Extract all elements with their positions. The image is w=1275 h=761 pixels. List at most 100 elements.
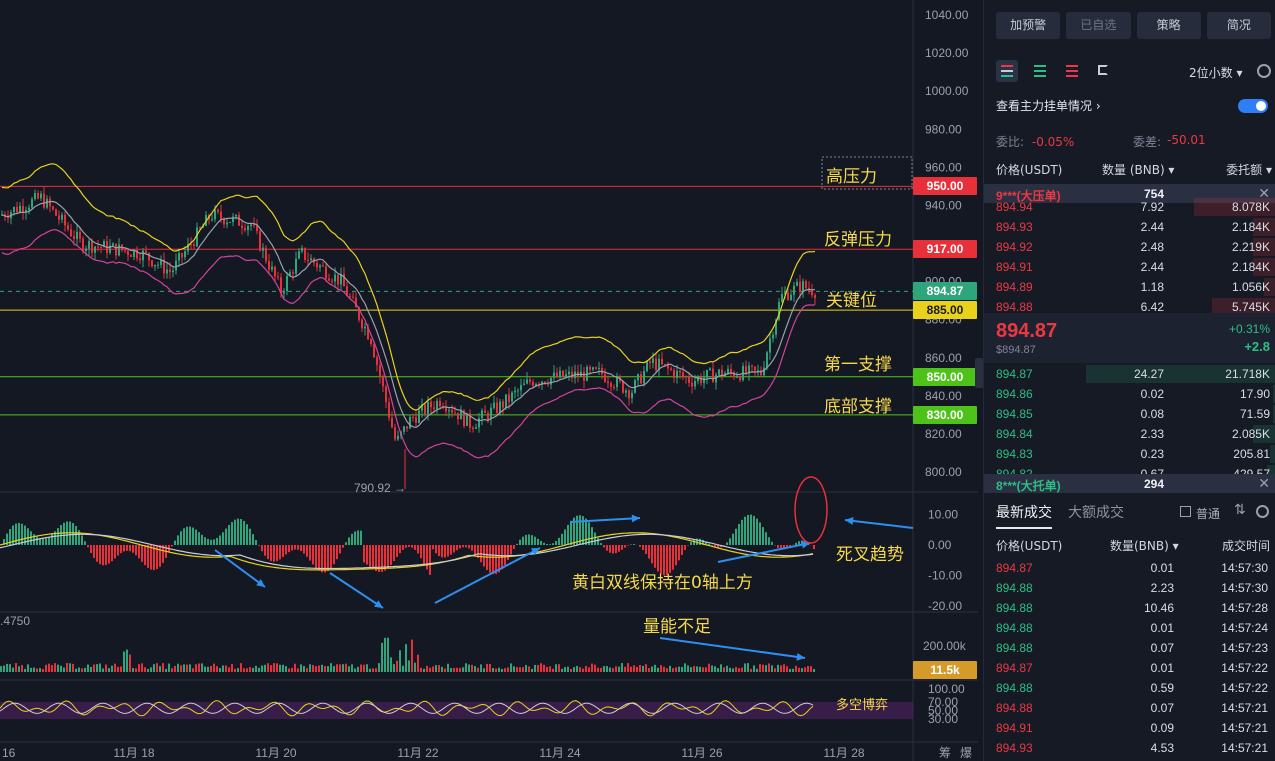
macd-histogram-bar [681,545,683,556]
ask-row[interactable]: 894.94 7.92 8.078K [984,197,1275,217]
volume-bar [36,668,38,672]
decimals-dropdown[interactable]: 2位小数 ▾ [1189,66,1243,80]
close-big-bid-icon[interactable]: ✕ [1258,475,1270,491]
orderbook-asks-view-icon[interactable] [1061,60,1083,82]
settings-gear-icon[interactable] [1257,64,1271,78]
candle-body [379,365,381,378]
main-orders-link[interactable]: 查看主力挂单情况 › [996,99,1101,113]
volume-bar [549,666,551,672]
tab-latest-trades[interactable]: 最新成交 [996,502,1052,529]
volume-bar [159,666,161,672]
orderbook-bids-view-icon[interactable] [1029,60,1051,82]
macd-histogram-bar [84,541,86,545]
macd-histogram-bar [321,545,323,573]
ask-row[interactable]: 894.89 1.18 1.056K [984,277,1275,297]
candle-body [391,417,393,428]
volume-bar [414,662,416,672]
big-ask-row[interactable]: 9***(大压单) 754 ✕ [984,184,1275,203]
macd-histogram-bar [9,528,11,545]
volume-bar [279,664,281,672]
sort-icon[interactable]: ⇅ [1234,502,1246,518]
volume-bar [489,663,491,672]
watchlist-button[interactable]: 已自选 [1066,12,1131,39]
annotation-first-support: 第一支撑 [824,355,892,375]
volume-bar [408,660,410,672]
price-tick-label: 940.00 [925,198,962,212]
candle-body [457,412,459,420]
ask-row[interactable]: 894.93 2.44 2.184K [984,217,1275,237]
macd-histogram-bar [6,533,8,545]
ask-row[interactable]: 894.91 2.44 2.184K [984,257,1275,277]
arrow-macd-flat [569,517,641,523]
orderbook-both-view-icon[interactable] [996,60,1018,82]
volume-bar [237,668,239,672]
kdj-d-line [0,702,814,714]
candle-body [544,381,546,384]
candle-body [253,224,255,226]
strategy-button[interactable]: 策略 [1136,12,1201,39]
bid-price: 894.85 [996,407,1033,421]
candle-body [664,364,666,366]
bid-row[interactable]: 894.87 24.27 21.718K [984,364,1275,384]
normal-checkbox[interactable] [1180,506,1191,517]
bid-row[interactable]: 894.85 0.08 71.59 [984,404,1275,424]
macd-histogram-bar [216,537,218,545]
volume-bar [729,667,731,672]
macd-histogram-bar [534,536,536,545]
volume-bar [507,667,509,672]
macd-histogram-bar [378,545,380,572]
candle-body [697,376,699,382]
annotation-key-level: 关键位 [826,291,877,311]
panel-splitter-handle[interactable] [975,358,983,388]
tab-large-trades[interactable]: 大额成交 [1068,505,1124,521]
main-orders-toggle[interactable] [1238,99,1268,113]
ask-depth-bar [1253,218,1275,236]
trade-time: 14:57:30 [1221,581,1268,595]
volume-bar [528,666,530,672]
trade-row: 894.88 2.23 14:57:30 [996,578,1272,598]
date-tick-label: 11月 24 [539,746,580,760]
overview-button[interactable]: 简况 [1206,12,1271,39]
macd-histogram-bar [12,525,14,545]
trades-settings-gear-icon[interactable] [1256,505,1269,518]
macd-histogram-bar [456,545,458,551]
candle-body [178,253,180,261]
bid-row[interactable]: 894.84 2.33 2.085K [984,424,1275,444]
bid-row[interactable]: 894.86 0.02 17.90 [984,384,1275,404]
macd-histogram-bar [768,537,770,545]
volume-bar [498,667,500,672]
candle-body [811,289,813,296]
trade-col-qty[interactable]: 数量(BNB) ▾ [1110,539,1179,553]
macd-histogram-bar [477,545,479,558]
volume-bar [519,667,521,672]
volume-bar [564,667,566,672]
volume-bar [123,651,125,672]
candle-body [154,264,156,267]
close-big-ask-icon[interactable]: ✕ [1258,185,1270,201]
ob-col-total[interactable]: 委托额 ▾ [1226,163,1272,177]
orderbook-depth-view-icon[interactable] [1093,60,1115,82]
volume-bar [360,664,362,672]
ask-row[interactable]: 894.88 6.42 5.745K [984,297,1275,317]
macd-histogram-bar [789,545,791,547]
price-chart[interactable]: 1040.00 1020.00 1000.00 980.00 960.00 940.00 9… [0,0,983,761]
macd-histogram-bar [561,533,563,545]
add-alert-button[interactable]: 加预警 [996,12,1061,39]
ob-col-qty[interactable]: 数量 (BNB) ▾ [1102,163,1175,177]
candle-body [487,412,489,420]
bid-total: 21.718K [1225,367,1270,381]
volume-bar [600,667,602,672]
bid-row[interactable]: 894.83 0.23 205.81 [984,444,1275,464]
macd-histogram-bar [708,543,710,545]
candle-body [28,207,30,211]
main-orders-row[interactable]: 查看主力挂单情况 › [996,97,1272,117]
volume-bar [732,668,734,672]
trade-price: 894.88 [996,621,1033,635]
chart-canvas[interactable]: 1040.00 1020.00 1000.00 980.00 960.00 940.00 9… [0,0,978,761]
ask-row[interactable]: 894.92 2.48 2.219K [984,237,1275,257]
candle-body [706,369,708,378]
big-bid-row[interactable]: 8***(大托单) 294 ✕ [984,474,1275,493]
volume-bar [702,667,704,672]
trade-time: 14:57:21 [1221,701,1268,715]
candle-body [124,250,126,252]
